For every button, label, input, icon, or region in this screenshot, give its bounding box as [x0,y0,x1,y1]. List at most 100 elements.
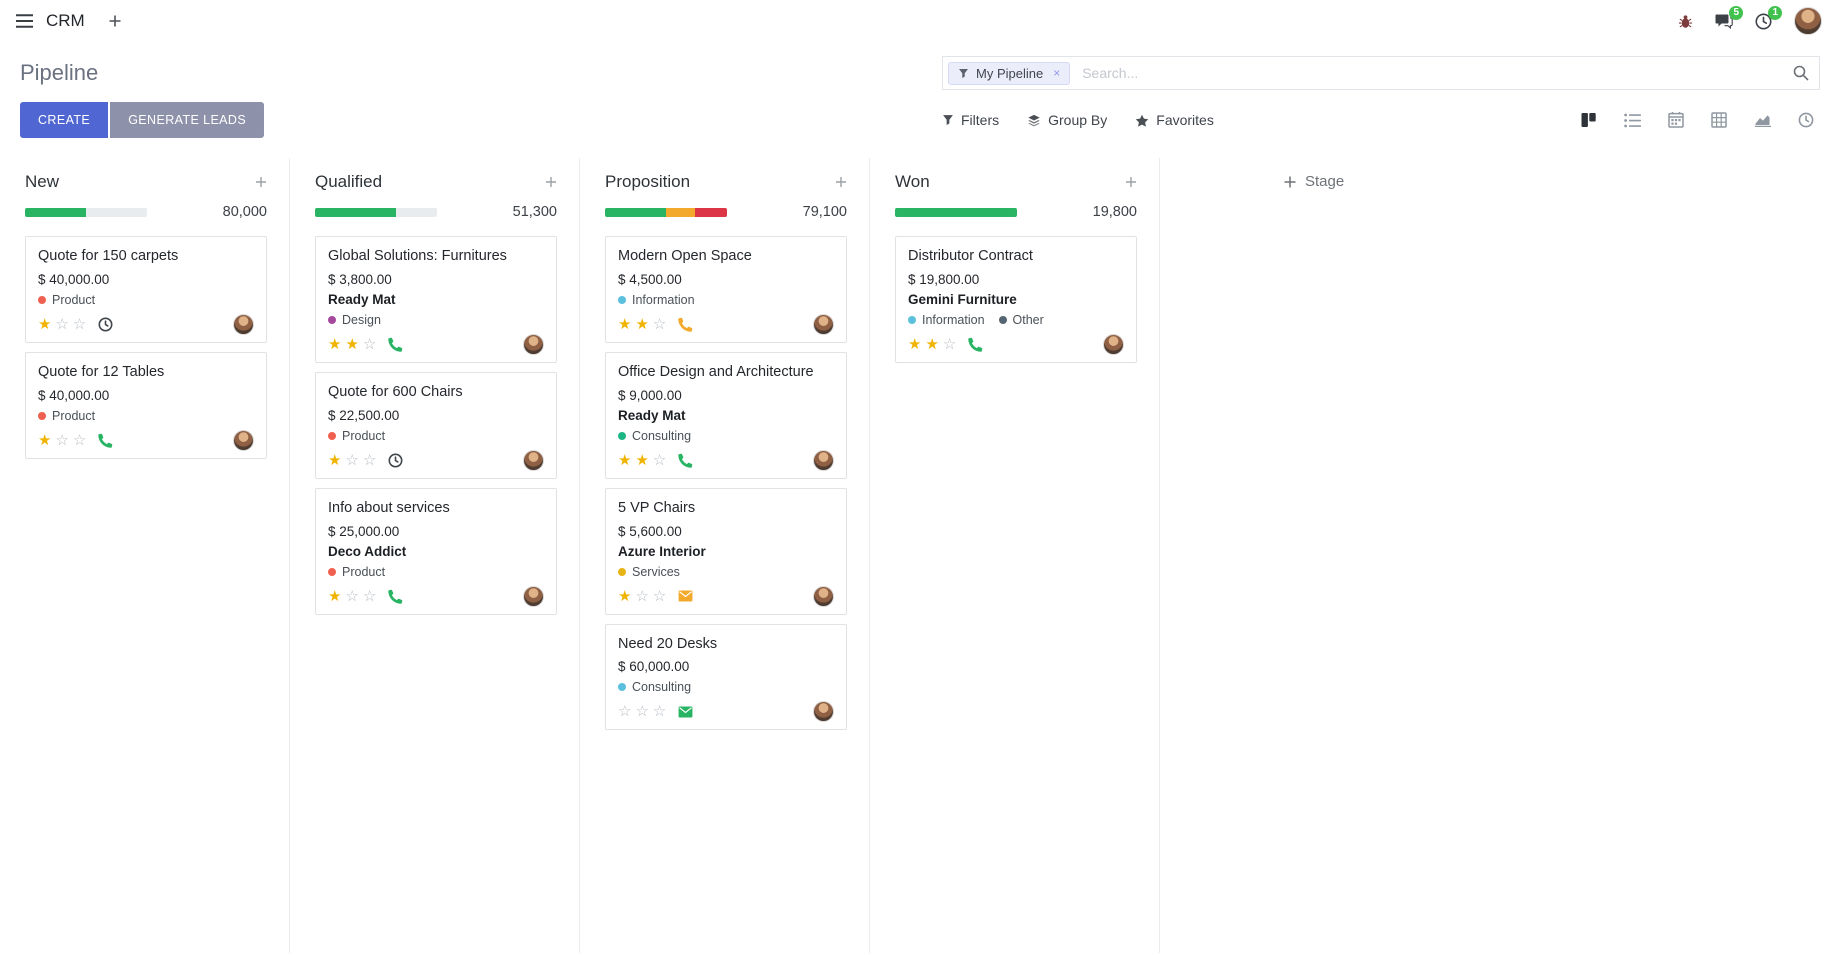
kanban-card[interactable]: Distributor Contract $ 19,800.00 Gemini … [895,236,1137,363]
star-filled-icon[interactable]: ★ [635,451,649,469]
star-filled-icon[interactable]: ★ [38,431,52,449]
card-activity-button[interactable] [388,453,403,468]
card-activity-button[interactable] [98,433,113,448]
calendar-view-button[interactable] [1668,112,1684,128]
card-avatar[interactable] [813,585,834,607]
star-filled-icon[interactable]: ★ [328,587,342,605]
progress-segment[interactable] [695,207,727,217]
star-empty-icon[interactable]: ☆ [55,315,69,333]
generate-leads-button[interactable]: GENERATE LEADS [110,102,265,138]
column-quick-create-button[interactable] [545,176,557,188]
star-filled-icon[interactable]: ★ [618,315,632,333]
search-facet-my-pipeline[interactable]: My Pipeline × [948,61,1071,85]
star-empty-icon[interactable]: ☆ [652,315,667,333]
search-button[interactable] [1793,65,1809,81]
favorites-button[interactable]: Favorites [1135,112,1214,128]
card-avatar[interactable] [813,313,834,335]
progress-segment[interactable] [25,207,86,217]
activities-menu-button[interactable]: 1 [1755,5,1782,30]
list-view-button[interactable] [1624,113,1641,128]
column-progressbar[interactable] [605,207,727,217]
star-empty-icon[interactable]: ☆ [362,587,377,605]
card-avatar[interactable] [523,333,544,355]
star-filled-icon[interactable]: ★ [635,315,649,333]
add-stage-button[interactable]: Stage [1278,172,1350,191]
progress-segment[interactable] [666,207,696,217]
card-activity-button[interactable] [388,589,403,604]
group-by-button[interactable]: Group By [1027,112,1107,128]
card-avatar[interactable] [233,429,254,451]
star-filled-icon[interactable]: ★ [925,335,939,353]
pivot-view-button[interactable] [1711,112,1727,128]
user-avatar[interactable] [1794,7,1822,35]
card-activity-button[interactable] [98,317,113,332]
search-input[interactable] [1080,64,1785,82]
card-avatar[interactable] [813,701,834,723]
kanban-card[interactable]: Info about services $ 25,000.00 Deco Add… [315,487,557,615]
star-empty-icon[interactable]: ☆ [652,587,667,605]
card-avatar[interactable] [523,449,544,471]
card-avatar[interactable] [1103,333,1124,355]
column-quick-create-button[interactable] [1125,176,1137,188]
progress-segment[interactable] [315,207,396,217]
star-empty-icon[interactable]: ☆ [72,431,87,449]
star-filled-icon[interactable]: ★ [618,587,632,605]
kanban-card[interactable]: Quote for 600 Chairs $ 22,500.00 Product… [315,371,557,479]
star-filled-icon[interactable]: ★ [618,451,632,469]
activity-view-button[interactable] [1798,112,1814,128]
column-quick-create-button[interactable] [255,176,267,188]
messages-menu-button[interactable]: 5 [1715,6,1743,29]
card-activity-button[interactable] [678,317,693,332]
card-avatar[interactable] [233,313,254,335]
column-progressbar[interactable] [25,207,147,217]
card-avatar[interactable] [813,449,834,471]
card-activity-button[interactable] [678,590,693,602]
kanban-view-button[interactable] [1580,112,1597,128]
star-filled-icon[interactable]: ★ [328,335,342,353]
progress-segment[interactable] [895,207,1017,217]
card-activity-button[interactable] [388,337,403,352]
create-button[interactable]: CREATE [20,102,109,138]
kanban-card[interactable]: Modern Open Space $ 4,500.00 Information… [605,236,847,343]
star-empty-icon[interactable]: ☆ [345,451,359,469]
kanban-card[interactable]: Office Design and Architecture $ 9,000.0… [605,351,847,479]
star-empty-icon[interactable]: ☆ [72,315,87,333]
column-name[interactable]: Qualified [315,172,383,191]
star-filled-icon[interactable]: ★ [908,335,922,353]
column-name[interactable]: New [25,172,60,191]
apps-menu-button[interactable] [16,14,33,28]
column-progressbar[interactable] [315,207,437,217]
navbar-add-button[interactable] [109,15,121,27]
star-empty-icon[interactable]: ☆ [652,703,667,721]
star-filled-icon[interactable]: ★ [38,315,52,333]
card-activity-button[interactable] [968,337,983,352]
star-empty-icon[interactable]: ☆ [618,703,632,721]
card-avatar[interactable] [523,585,544,607]
star-empty-icon[interactable]: ☆ [635,587,649,605]
column-name[interactable]: Proposition [605,172,691,191]
filters-button[interactable]: Filters [942,112,999,128]
column-progressbar[interactable] [895,207,1017,217]
kanban-card[interactable]: Quote for 12 Tables $ 40,000.00 Product … [25,351,267,459]
star-empty-icon[interactable]: ☆ [345,587,359,605]
kanban-card[interactable]: Need 20 Desks $ 60,000.00 Consulting ☆ ☆ ☆ [605,623,847,731]
facet-remove-icon[interactable]: × [1053,66,1061,80]
progress-segment[interactable] [605,207,666,217]
kanban-card[interactable]: Global Solutions: Furnitures $ 3,800.00 … [315,236,557,363]
star-empty-icon[interactable]: ☆ [55,431,69,449]
graph-view-button[interactable] [1754,113,1771,128]
star-filled-icon[interactable]: ★ [345,335,359,353]
star-empty-icon[interactable]: ☆ [942,335,957,353]
column-name[interactable]: Won [895,172,930,191]
column-quick-create-button[interactable] [835,176,847,188]
card-activity-button[interactable] [678,706,693,718]
star-filled-icon[interactable]: ★ [328,451,342,469]
kanban-card[interactable]: 5 VP Chairs $ 5,600.00 Azure Interior Se… [605,487,847,615]
search-bar[interactable]: My Pipeline × [942,56,1820,90]
star-empty-icon[interactable]: ☆ [652,451,667,469]
app-name[interactable]: CRM [46,11,85,30]
debug-mode-button[interactable] [1678,14,1693,29]
card-activity-button[interactable] [678,453,693,468]
star-empty-icon[interactable]: ☆ [635,703,649,721]
star-empty-icon[interactable]: ☆ [362,451,377,469]
